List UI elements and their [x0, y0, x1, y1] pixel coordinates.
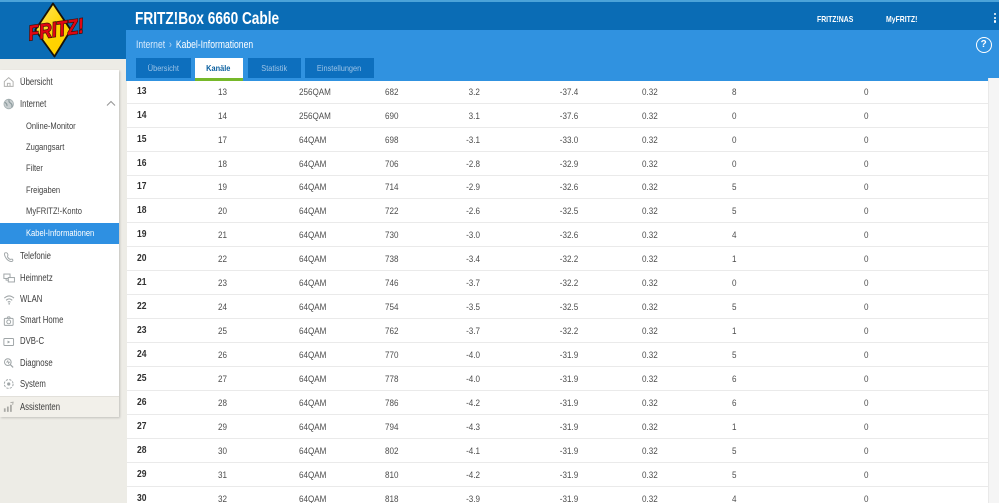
svg-text:FRITZ!: FRITZ!: [27, 15, 86, 46]
